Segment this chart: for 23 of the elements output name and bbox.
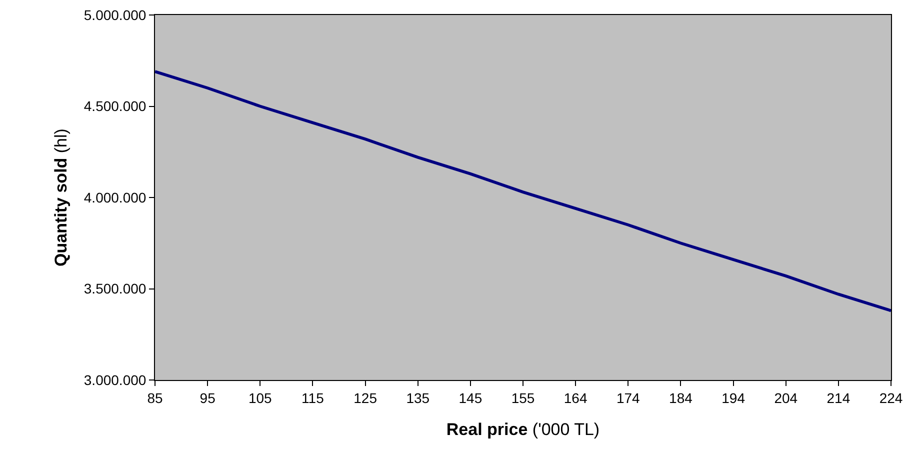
x-tick-label: 125 <box>354 390 378 406</box>
y-tick-label: 5.000.000 <box>84 6 146 23</box>
x-tick-label: 85 <box>147 390 163 406</box>
x-tick-label: 155 <box>511 390 535 406</box>
x-tick-label: 214 <box>826 390 850 406</box>
y-tick-label: 3.500.000 <box>84 280 146 297</box>
x-tick-label: 95 <box>200 390 216 406</box>
x-tick-label: 224 <box>879 390 903 406</box>
y-tick-label: 4.500.000 <box>84 98 146 114</box>
x-tick-label: 184 <box>669 390 693 406</box>
x-axis-title: Real price ('000 TL) <box>446 420 600 440</box>
x-tick-label: 174 <box>616 390 640 406</box>
y-tick-label: 3.000.000 <box>84 372 146 388</box>
x-tick-label: 105 <box>248 390 272 406</box>
x-tick-label: 115 <box>302 390 324 406</box>
line-series <box>155 70 891 312</box>
x-tick-label: 145 <box>458 390 482 406</box>
x-tick-label: 204 <box>774 390 798 406</box>
x-tick-label: 164 <box>564 390 588 406</box>
y-tick-label: 4.000.000 <box>84 189 146 206</box>
x-tick-label: 194 <box>722 390 746 406</box>
x-tick-label: 135 <box>406 390 430 406</box>
y-axis-title: Quantity sold (hl) <box>51 128 70 266</box>
